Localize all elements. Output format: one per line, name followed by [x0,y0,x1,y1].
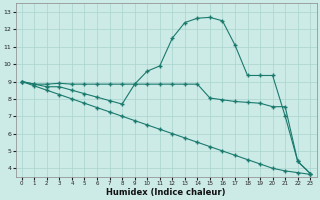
X-axis label: Humidex (Indice chaleur): Humidex (Indice chaleur) [106,188,226,197]
